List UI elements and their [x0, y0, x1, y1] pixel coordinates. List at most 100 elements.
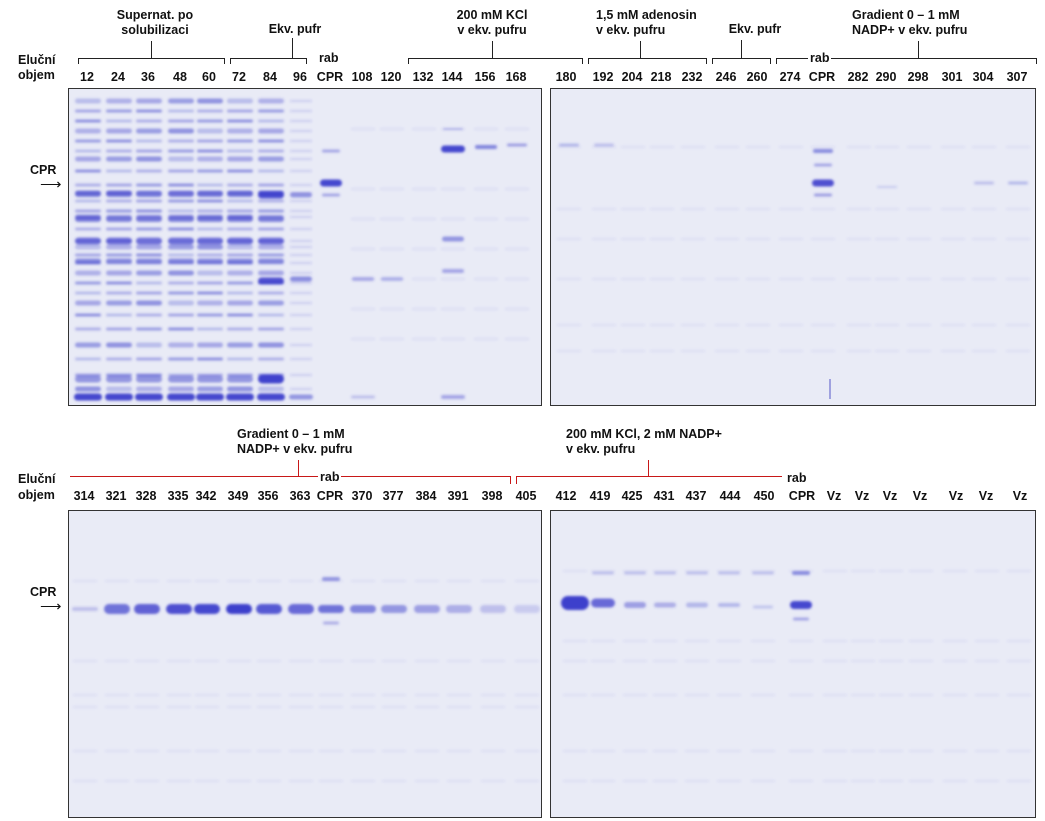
bracket-gradient-2 — [70, 476, 510, 477]
gel-band — [227, 156, 253, 162]
lane-label: 304 — [972, 70, 994, 84]
gel-band — [168, 191, 194, 197]
gel-band — [168, 128, 194, 134]
gel-band — [136, 375, 162, 383]
gel-band — [197, 227, 223, 231]
gel-band — [289, 660, 313, 662]
gel-band — [258, 270, 284, 276]
gel-band — [289, 706, 313, 708]
gel-band — [106, 227, 132, 231]
gel-band — [847, 208, 871, 210]
gel-band — [715, 208, 739, 210]
gel-band — [227, 253, 253, 257]
gel-band — [351, 660, 375, 662]
gel-band — [227, 660, 251, 662]
gel-band — [814, 163, 832, 167]
gel-band — [258, 277, 284, 285]
gel-band — [168, 258, 194, 264]
gel-band — [319, 694, 343, 696]
gel-band — [907, 208, 931, 210]
gel-band — [811, 238, 835, 240]
gel-band — [779, 324, 803, 326]
gel-band — [136, 119, 162, 123]
gel-band — [167, 580, 191, 582]
lane-label: 36 — [141, 70, 155, 84]
gel-band — [136, 313, 162, 317]
gel-band — [227, 313, 253, 317]
gel-band — [621, 278, 645, 280]
gel-band — [195, 580, 219, 582]
gel-band — [941, 350, 965, 352]
gel-band — [446, 605, 472, 613]
cpr-marker-label-row2: CPR — [30, 585, 57, 599]
lane-label: 204 — [621, 70, 643, 84]
gel-band — [227, 281, 253, 285]
gel-band — [943, 570, 967, 572]
gel-band — [412, 308, 436, 310]
gel-band — [136, 342, 162, 348]
gel-band — [289, 750, 313, 752]
gel-band — [412, 338, 436, 340]
gel-band — [227, 98, 253, 104]
gel-band — [415, 694, 439, 696]
gel-band — [591, 750, 615, 752]
gel-band — [779, 238, 803, 240]
gel-band — [447, 580, 471, 582]
gel-band — [197, 342, 223, 348]
gel-band — [412, 278, 436, 280]
gel-band — [168, 375, 194, 383]
lane-label: 282 — [847, 70, 869, 84]
gel-band — [563, 780, 587, 782]
bracket-tick — [918, 41, 919, 58]
lane-label: 342 — [195, 489, 217, 503]
gel-band — [227, 109, 253, 113]
gel-band — [258, 98, 284, 104]
gel-band — [717, 780, 741, 782]
gel-band — [106, 183, 132, 187]
gel-band — [975, 570, 999, 572]
gel-band — [197, 253, 223, 257]
gel-band — [75, 156, 101, 162]
bracket-kcl-nadp — [516, 476, 782, 477]
gel-band — [746, 208, 770, 210]
gel-band — [380, 308, 404, 310]
gel-band — [136, 227, 162, 231]
gel-band — [415, 750, 439, 752]
gel-band — [75, 237, 101, 245]
gel-band — [106, 209, 132, 213]
gel-band — [106, 357, 132, 361]
gel-band — [515, 660, 539, 662]
gel-band — [507, 143, 527, 147]
gel-band — [382, 780, 406, 782]
gel-band — [136, 270, 162, 276]
gel-band — [168, 199, 194, 203]
gel-band — [941, 146, 965, 148]
elution-label-line2: objem — [18, 488, 55, 502]
gel-band — [258, 313, 284, 317]
gel-band — [380, 248, 404, 250]
gel-band — [681, 350, 705, 352]
lane-label: 405 — [515, 489, 537, 503]
gel-band — [1007, 660, 1031, 662]
lane-label: 24 — [111, 70, 125, 84]
gel-band — [197, 375, 223, 383]
gel-band — [197, 139, 223, 143]
gel-band — [351, 694, 375, 696]
lane-label: Vz — [882, 489, 898, 503]
gel-band — [197, 357, 223, 361]
gel-band — [168, 244, 194, 250]
lane-label: 218 — [650, 70, 672, 84]
gel-band — [443, 128, 463, 130]
gel-band — [322, 149, 340, 153]
gel-band — [290, 216, 312, 218]
gel-band — [227, 300, 253, 306]
gel-band — [715, 146, 739, 148]
gel-band — [290, 210, 312, 212]
bracket-adenosin — [588, 58, 706, 59]
lane-label: 192 — [592, 70, 614, 84]
gel-band — [1006, 238, 1030, 240]
gel-band — [875, 146, 899, 148]
gel-band — [592, 350, 616, 352]
gel-band — [135, 393, 163, 401]
gel-band — [650, 146, 674, 148]
